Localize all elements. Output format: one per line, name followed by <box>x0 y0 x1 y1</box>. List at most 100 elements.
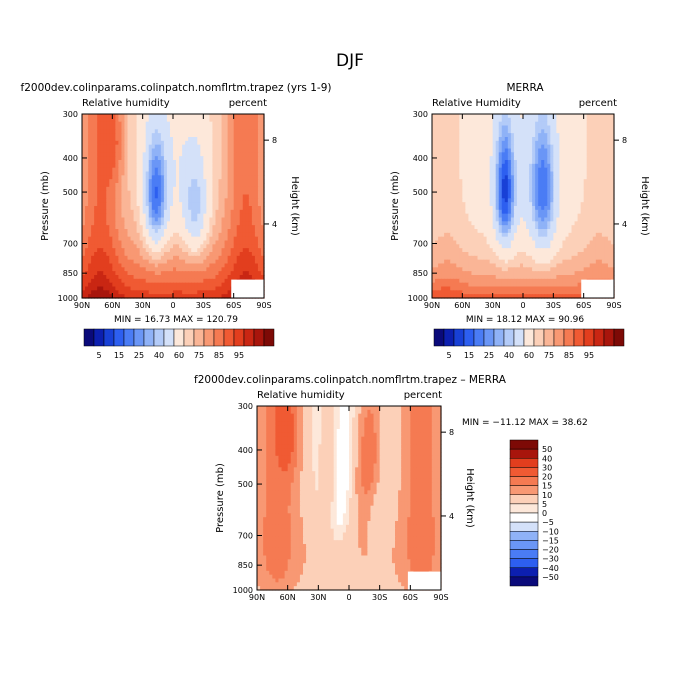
field-cell <box>85 179 89 184</box>
field-cell <box>88 244 92 249</box>
field-cell <box>100 183 104 188</box>
field-cell <box>495 225 500 230</box>
field-cell <box>483 160 488 165</box>
field-cell <box>136 121 141 127</box>
field-cell <box>136 117 141 123</box>
field-cell <box>453 117 457 123</box>
field-cell <box>248 186 253 192</box>
field-cell <box>559 148 564 153</box>
field-cell <box>562 221 567 226</box>
field-cell <box>94 275 98 280</box>
field-cell <box>513 183 518 188</box>
field-cell <box>526 213 530 219</box>
field-cell <box>124 148 129 153</box>
field-cell <box>501 225 506 230</box>
field-cell <box>610 114 615 119</box>
field-cell <box>577 183 582 188</box>
field-cell <box>173 263 177 268</box>
field-cell <box>526 175 530 180</box>
field-cell <box>94 282 98 288</box>
field-cell <box>136 240 141 245</box>
field-cell <box>242 267 247 272</box>
field-cell <box>562 206 567 211</box>
field-cell <box>233 156 238 161</box>
field-cell <box>82 183 86 188</box>
field-cell <box>239 133 244 138</box>
field-cell <box>535 163 539 169</box>
field-cell <box>139 225 144 230</box>
field-cell <box>82 125 86 130</box>
field-cell <box>456 186 460 192</box>
field-cell <box>477 140 482 146</box>
field-cell <box>91 114 95 119</box>
field-cell <box>529 232 533 238</box>
field-cell <box>103 217 107 222</box>
field-cell <box>504 156 509 161</box>
field-cell <box>251 152 256 157</box>
field-cell <box>450 202 454 207</box>
field-cell <box>459 114 463 119</box>
field-cell <box>589 121 594 127</box>
field-cell <box>550 167 554 173</box>
field-cell <box>124 244 129 249</box>
field-cell <box>179 286 183 291</box>
field-cell <box>245 186 250 192</box>
field-cell <box>456 198 460 203</box>
field-cell <box>230 137 235 142</box>
field-cell <box>462 190 466 196</box>
field-cell <box>435 183 439 188</box>
field-cell <box>197 232 201 238</box>
field-cell <box>444 129 448 134</box>
field-cell <box>221 148 226 153</box>
field-cell <box>604 133 609 138</box>
field-cell <box>176 171 180 176</box>
field-cell <box>516 179 521 184</box>
field-cell <box>157 286 162 291</box>
field-cell <box>486 213 491 219</box>
field-cell <box>163 282 168 288</box>
field-cell <box>513 240 518 245</box>
field-cell <box>435 225 439 230</box>
field-cell <box>173 286 177 291</box>
field-cell <box>577 236 582 242</box>
field-cell <box>580 148 585 153</box>
field-cell <box>166 232 171 238</box>
field-cell <box>233 236 238 242</box>
field-cell <box>248 179 253 184</box>
field-cell <box>456 213 460 219</box>
field-cell <box>510 236 515 242</box>
field-cell <box>118 271 123 276</box>
field-cell <box>236 144 241 150</box>
field-cell <box>133 240 138 245</box>
field-cell <box>154 244 159 249</box>
panel-model-right-label: percent <box>229 98 267 109</box>
field-cell <box>151 160 156 165</box>
field-cell <box>142 282 147 288</box>
field-cell <box>154 114 159 119</box>
field-cell <box>88 290 92 295</box>
field-cell <box>444 175 448 180</box>
field-cell <box>148 248 153 253</box>
field-cell <box>523 179 527 184</box>
field-cell <box>501 217 506 222</box>
field-cell <box>200 259 204 265</box>
field-cell <box>559 167 564 173</box>
field-cell <box>115 217 119 222</box>
field-cell <box>215 213 220 219</box>
field-cell <box>121 190 126 196</box>
field-cell <box>221 267 226 272</box>
field-cell <box>592 232 597 238</box>
field-cell <box>574 117 579 123</box>
field-cell <box>462 121 466 127</box>
field-cell <box>254 267 259 272</box>
field-cell <box>516 144 521 150</box>
field-cell <box>118 163 123 169</box>
field-cell <box>91 263 95 268</box>
field-cell <box>118 217 123 222</box>
field-cell <box>136 144 141 150</box>
field-cell <box>206 248 210 253</box>
field-cell <box>510 194 515 199</box>
field-cell <box>106 156 110 161</box>
field-cell <box>166 259 171 265</box>
field-cell <box>444 125 448 130</box>
